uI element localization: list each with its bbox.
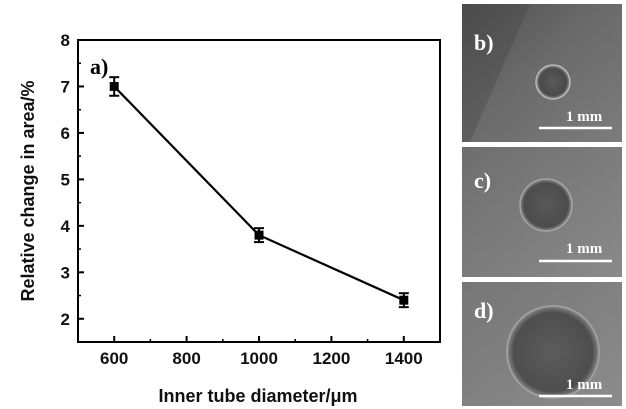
scale-text-d: 1 mm [566, 377, 603, 393]
series-line [113, 85, 405, 302]
micrograph-c: c) 1 mm [462, 147, 622, 277]
scale-text-b: 1 mm [566, 109, 603, 125]
plot-frame [77, 39, 441, 343]
scale-text-c: 1 mm [566, 241, 603, 257]
y-tick-label: 6 [61, 124, 70, 143]
x-tick-label: 600 [100, 349, 128, 368]
hole-b [535, 64, 571, 100]
hole-d [506, 305, 600, 399]
x-axis-ticks: 600 800 1000 1200 1400 [77, 336, 423, 368]
y-tick-label: 4 [61, 217, 71, 236]
x-tick-label: 1200 [312, 349, 350, 368]
x-tick-label: 800 [172, 349, 200, 368]
y-tick-label: 7 [61, 77, 70, 96]
data-point [399, 295, 409, 305]
y-tick-label: 2 [61, 310, 70, 329]
panel-label-c: c) [474, 168, 491, 193]
panel-label-d: d) [474, 298, 494, 323]
micrograph-d: d) 1 mm [462, 282, 622, 406]
data-point [109, 81, 119, 91]
panel-label-b: b) [474, 30, 494, 55]
panel-label-a: a) [90, 54, 108, 79]
y-tick-label: 3 [61, 263, 70, 282]
y-axis-title: Relative change in area/% [18, 80, 38, 301]
micrograph-b: b) 1 mm [462, 4, 622, 142]
y-axis-ticks: 2 3 4 5 6 7 8 [61, 31, 84, 329]
hole-c [519, 178, 573, 232]
y-tick-label: 5 [61, 170, 70, 189]
x-tick-label: 1400 [385, 349, 423, 368]
x-tick-label: 1000 [240, 349, 278, 368]
data-series [109, 76, 409, 309]
y-tick-label: 8 [61, 31, 70, 50]
x-axis-title: Inner tube diameter/μm [158, 386, 357, 406]
data-point [254, 230, 264, 240]
